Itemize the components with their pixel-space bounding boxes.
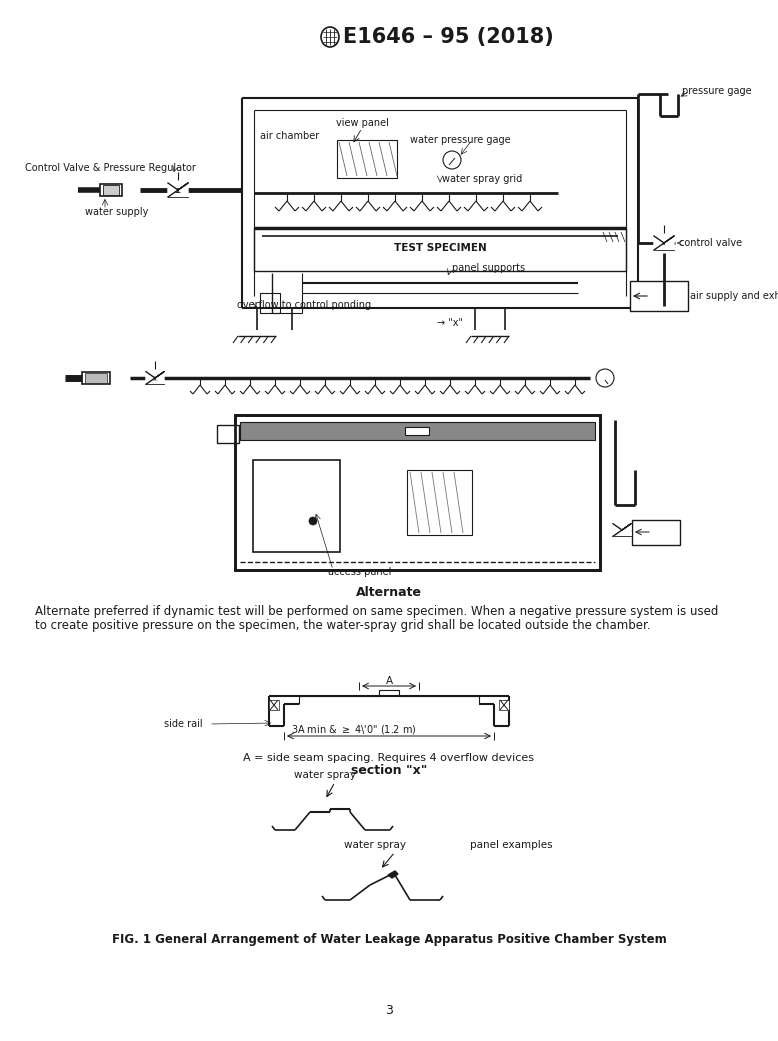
Text: to create positive pressure on the specimen, the water-spray grid shall be locat: to create positive pressure on the speci…: [35, 619, 650, 633]
Bar: [405, 427, 429, 435]
Text: air supply and exhaust: air supply and exhaust: [690, 291, 778, 301]
Polygon shape: [146, 372, 155, 384]
Text: side rail: side rail: [164, 719, 202, 729]
Text: overflow to control ponding: overflow to control ponding: [237, 300, 371, 310]
Text: Control Valve & Pressure Regulator: Control Valve & Pressure Regulator: [25, 163, 196, 173]
Text: water spray: water spray: [344, 840, 406, 850]
Text: panel examples: panel examples: [470, 840, 552, 850]
Text: Alternate preferred if dynamic test will be performed on same specimen. When a n: Alternate preferred if dynamic test will…: [35, 606, 718, 618]
Text: 3: 3: [385, 1004, 393, 1016]
Bar: [253, 460, 340, 552]
Text: access panel: access panel: [328, 567, 391, 577]
Text: A = side seam spacing. Requires 4 overflow devices: A = side seam spacing. Requires 4 overfl…: [244, 753, 534, 763]
Text: TEST SPECIMEN: TEST SPECIMEN: [394, 243, 486, 253]
Polygon shape: [178, 183, 188, 197]
Bar: [100, 184, 122, 196]
Text: water supply: water supply: [85, 207, 149, 217]
Polygon shape: [622, 524, 631, 536]
Text: → "x": → "x": [437, 318, 463, 328]
Text: panel supports: panel supports: [452, 263, 525, 273]
Text: air chamber: air chamber: [260, 131, 319, 141]
Bar: [632, 520, 680, 545]
Polygon shape: [654, 236, 664, 250]
Polygon shape: [613, 524, 622, 536]
Polygon shape: [388, 871, 398, 878]
Text: water spray: water spray: [294, 770, 356, 780]
Polygon shape: [155, 372, 164, 384]
Bar: [217, 425, 239, 443]
Bar: [630, 281, 688, 311]
Text: FIG. 1 General Arrangement of Water Leakage Apparatus Positive Chamber System: FIG. 1 General Arrangement of Water Leak…: [111, 934, 667, 946]
Text: A: A: [385, 676, 393, 686]
Bar: [260, 293, 280, 313]
Text: Alternate: Alternate: [356, 585, 422, 599]
Text: water pressure gage: water pressure gage: [410, 135, 510, 145]
Bar: [407, 469, 472, 535]
Text: water spray grid: water spray grid: [442, 174, 522, 184]
Text: pressure gage: pressure gage: [682, 86, 752, 96]
Polygon shape: [168, 183, 178, 197]
Bar: [240, 422, 595, 440]
Text: section "x": section "x": [351, 764, 427, 778]
Bar: [85, 373, 107, 383]
Text: E1646 – 95 (2018): E1646 – 95 (2018): [343, 27, 554, 47]
Bar: [499, 700, 509, 710]
Circle shape: [309, 517, 317, 525]
Bar: [235, 415, 600, 570]
Text: view panel: view panel: [335, 118, 388, 128]
Bar: [337, 139, 397, 178]
Bar: [82, 372, 110, 384]
Text: 3A min & $\geq$ 4\'0" (1.2 m): 3A min & $\geq$ 4\'0" (1.2 m): [291, 723, 417, 736]
Polygon shape: [664, 236, 674, 250]
Bar: [235, 415, 600, 570]
Text: control valve: control valve: [679, 238, 742, 248]
Bar: [103, 185, 119, 195]
Bar: [269, 700, 279, 710]
